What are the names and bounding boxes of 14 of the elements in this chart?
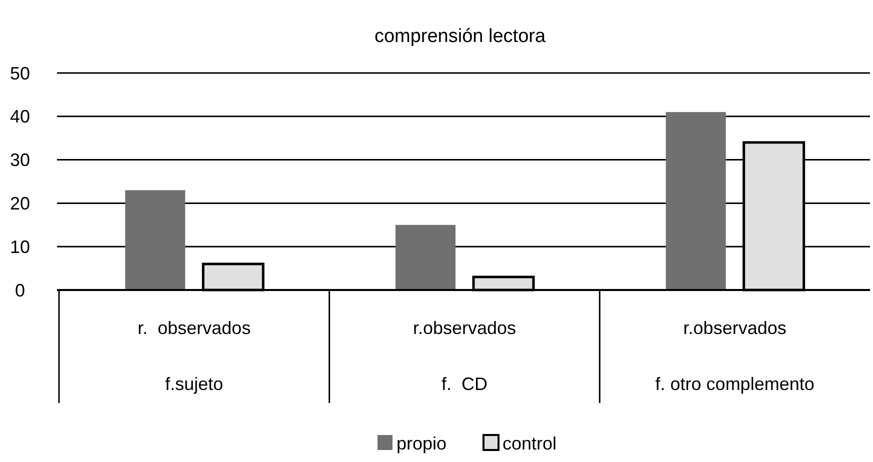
bar <box>125 190 186 290</box>
y-tick-label: 50 <box>10 63 30 84</box>
y-tick-label: 30 <box>10 150 30 170</box>
y-tick-label: 40 <box>10 106 30 127</box>
bar <box>666 112 726 290</box>
legend-label: propio <box>396 433 447 454</box>
chart-title: comprensión lectora <box>374 26 546 47</box>
bar <box>396 224 456 290</box>
legend-label: control <box>502 433 557 454</box>
category-label: r. observados f.sujeto <box>138 318 251 394</box>
y-tick-label: 10 <box>10 236 30 257</box>
category-label: r.observados f. otro complemento <box>655 318 814 394</box>
y-tick-label: 0 <box>14 280 26 300</box>
y-tick-label: 20 <box>10 194 30 214</box>
